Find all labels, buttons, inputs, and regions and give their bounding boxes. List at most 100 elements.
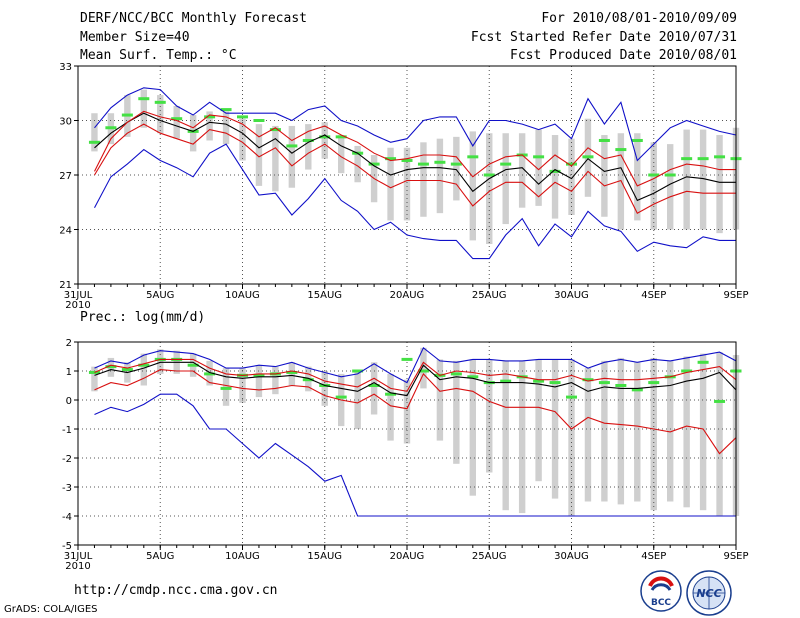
median-marker bbox=[714, 155, 726, 159]
ensemble-box bbox=[469, 359, 476, 496]
median-marker bbox=[335, 135, 347, 139]
x-tick-label: 25AUG bbox=[472, 551, 507, 562]
ensemble-box bbox=[683, 356, 690, 508]
ensemble-box bbox=[255, 124, 263, 186]
median-marker bbox=[138, 97, 150, 101]
x-tick-label: 25AUG bbox=[472, 290, 507, 301]
median-marker bbox=[385, 157, 397, 161]
median-marker bbox=[302, 138, 314, 142]
ensemble-box bbox=[272, 125, 279, 192]
x-tick-label: 9SEP bbox=[723, 290, 748, 301]
median-marker bbox=[697, 360, 709, 364]
ensemble-box bbox=[338, 135, 345, 174]
ensemble-box bbox=[387, 373, 394, 441]
y-tick-label: 0 bbox=[66, 396, 72, 407]
median-marker bbox=[467, 375, 479, 379]
median-marker bbox=[105, 126, 117, 130]
median-marker bbox=[286, 370, 298, 374]
median-marker bbox=[401, 158, 413, 162]
x-tick-label: 15AUG bbox=[307, 551, 342, 562]
ensemble-box bbox=[403, 147, 411, 221]
y-tick-label: 21 bbox=[59, 280, 72, 291]
median-marker bbox=[450, 372, 462, 376]
variable-prec-label: Prec.: log(mm/d) bbox=[80, 310, 206, 325]
member-size: Member Size=40 bbox=[80, 30, 190, 45]
median-marker bbox=[664, 173, 676, 177]
ensemble-box bbox=[420, 142, 427, 217]
median-marker bbox=[253, 373, 265, 377]
median-marker bbox=[368, 162, 380, 166]
median-marker bbox=[237, 115, 248, 119]
ensemble-box bbox=[91, 113, 98, 152]
median-marker bbox=[533, 155, 545, 159]
bcc-logo-text: BCC bbox=[651, 598, 671, 608]
ensemble-box bbox=[535, 359, 542, 482]
x-tick-label: 20AUG bbox=[390, 551, 425, 562]
ensemble-box bbox=[305, 124, 312, 170]
x-year-label: 2010 bbox=[65, 300, 90, 311]
median-marker bbox=[204, 115, 216, 119]
median-marker bbox=[352, 369, 364, 373]
ensemble-box bbox=[535, 129, 542, 206]
median-marker bbox=[105, 365, 117, 369]
median-marker bbox=[566, 162, 577, 166]
bcc-logo: BCC bbox=[640, 570, 682, 612]
ensemble-box bbox=[502, 133, 509, 225]
ensemble-box bbox=[502, 360, 509, 511]
x-tick-label: 20AUG bbox=[390, 290, 425, 301]
ensemble-box bbox=[683, 129, 690, 230]
y-tick-label: -5 bbox=[62, 541, 72, 552]
ensemble-box bbox=[387, 147, 394, 221]
source-url[interactable]: http://cmdp.ncc.cma.gov.cn bbox=[74, 583, 278, 598]
y-tick-label: -2 bbox=[62, 454, 72, 465]
median-marker bbox=[533, 379, 545, 383]
x-tick-label: 4SEP bbox=[641, 551, 666, 562]
ensemble-box bbox=[354, 145, 361, 183]
ensemble-box bbox=[601, 135, 608, 217]
series-mean-1-std bbox=[94, 110, 736, 187]
median-marker bbox=[582, 155, 594, 159]
ensemble-box bbox=[321, 122, 328, 159]
series-minimum bbox=[94, 393, 736, 517]
median-marker bbox=[319, 135, 331, 139]
ensemble-box bbox=[518, 133, 526, 208]
panel-1: 21 24 27 30 33 31JUL 5AUG 10AUG 15AUG 20AUG 25AUG 3… bbox=[59, 62, 748, 311]
median-marker bbox=[483, 173, 495, 177]
x-tick-label: 30AUG bbox=[554, 290, 589, 301]
x-tick-label: 15AUG bbox=[307, 290, 342, 301]
grads-credit: GrADS: COLA/IGES bbox=[4, 604, 98, 615]
median-marker bbox=[500, 379, 512, 383]
median-marker bbox=[121, 113, 133, 117]
ensemble-box bbox=[140, 89, 147, 128]
ensemble-box bbox=[634, 362, 641, 502]
x-year-label: 2010 bbox=[65, 561, 90, 572]
x-tick-label: 4SEP bbox=[641, 290, 666, 301]
ensemble-box bbox=[486, 133, 493, 245]
y-tick-label: 33 bbox=[59, 62, 72, 73]
started-date: Fcst Started Refer Date 2010/07/31 bbox=[470, 30, 737, 45]
series-maximum bbox=[94, 346, 737, 384]
median-marker bbox=[631, 388, 643, 392]
ensemble-box bbox=[189, 115, 197, 152]
ensemble-box bbox=[634, 133, 641, 221]
median-marker bbox=[582, 378, 594, 382]
median-marker bbox=[714, 399, 726, 403]
ensemble-box bbox=[403, 379, 411, 444]
median-marker bbox=[631, 138, 643, 142]
ensemble-box bbox=[173, 105, 180, 139]
ensemble-box bbox=[486, 359, 493, 473]
median-marker bbox=[417, 162, 429, 166]
median-marker bbox=[302, 378, 314, 382]
median-marker bbox=[549, 381, 561, 385]
ensemble-box bbox=[91, 366, 98, 392]
ensemble-box bbox=[354, 372, 361, 429]
series-mean-1-std bbox=[94, 123, 736, 214]
y-tick-label: 24 bbox=[59, 226, 72, 237]
ncc-logo: NCC bbox=[686, 570, 732, 616]
median-marker bbox=[467, 155, 479, 159]
median-marker bbox=[434, 160, 446, 164]
ensemble-box bbox=[469, 131, 476, 241]
y-tick-label: 27 bbox=[59, 171, 72, 182]
y-tick-label: 1 bbox=[66, 367, 72, 378]
median-marker bbox=[154, 100, 166, 104]
